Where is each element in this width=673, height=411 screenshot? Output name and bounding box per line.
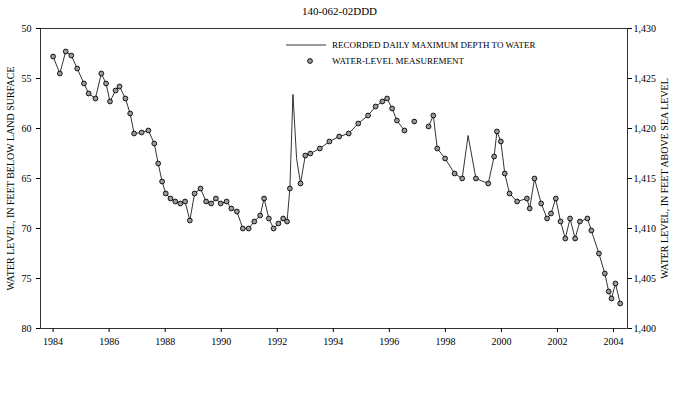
svg-text:WATER LEVEL, IN FEET BELOW LAN: WATER LEVEL, IN FEET BELOW LAND SURFACE xyxy=(5,66,16,290)
svg-text:1,405: 1,405 xyxy=(634,273,657,284)
svg-text:1984: 1984 xyxy=(43,336,63,347)
svg-text:1,400: 1,400 xyxy=(634,323,657,334)
svg-text:2004: 2004 xyxy=(603,336,623,347)
svg-text:1,410: 1,410 xyxy=(634,223,657,234)
html-text:140-062-02DDD: 140-062-02DDD xyxy=(301,5,378,17)
svg-text:70: 70 xyxy=(22,223,32,234)
svg-text:60: 60 xyxy=(22,123,32,134)
svg-text:1,430: 1,430 xyxy=(634,23,657,34)
svg-text:1998: 1998 xyxy=(435,336,455,347)
svg-text:WATER LEVEL, IN FEET ABOVE SEA: WATER LEVEL, IN FEET ABOVE SEA LEVEL xyxy=(659,78,670,279)
svg-text:1996: 1996 xyxy=(379,336,399,347)
svg-text:1992: 1992 xyxy=(267,336,287,347)
svg-text:1,420: 1,420 xyxy=(634,123,657,134)
svg-text:WATER-LEVEL MEASUREMENT: WATER-LEVEL MEASUREMENT xyxy=(332,56,464,66)
svg-text:1,425: 1,425 xyxy=(634,73,657,84)
svg-text:1986: 1986 xyxy=(99,336,119,347)
svg-text:65: 65 xyxy=(22,173,32,184)
svg-text:2000: 2000 xyxy=(491,336,511,347)
svg-text:50: 50 xyxy=(22,23,32,34)
svg-text:75: 75 xyxy=(22,273,32,284)
svg-text:80: 80 xyxy=(22,323,32,334)
svg-text:1994: 1994 xyxy=(323,336,343,347)
svg-text:1,415: 1,415 xyxy=(634,173,657,184)
svg-text:1988: 1988 xyxy=(155,336,175,347)
svg-text:2002: 2002 xyxy=(547,336,567,347)
svg-text:RECORDED DAILY MAXIMUM DEPTH T: RECORDED DAILY MAXIMUM DEPTH TO WATER xyxy=(332,40,536,50)
svg-text:55: 55 xyxy=(22,73,32,84)
svg-text:1990: 1990 xyxy=(211,336,231,347)
